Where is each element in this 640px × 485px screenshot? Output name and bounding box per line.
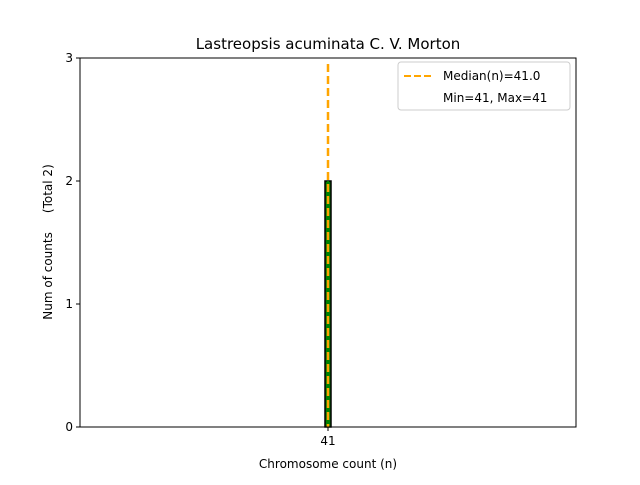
legend-box: [397, 61, 571, 111]
y-tick-label-0: 0: [65, 420, 73, 434]
plot-frame: [79, 57, 577, 428]
marks-layer: [324, 64, 332, 428]
y-tick-label-2: 2: [65, 174, 73, 188]
x-tick-label-41: 41: [320, 434, 335, 448]
legend-minmax-label: Min=41, Max=41: [443, 91, 547, 105]
x-axis-label: Chromosome count (n): [259, 457, 397, 471]
y-tick-label-1: 1: [65, 297, 73, 311]
legend-median-label: Median(n)=41.0: [443, 69, 540, 83]
chart-title: Lastreopsis acuminata C. V. Morton: [196, 35, 461, 53]
legend: Median(n)=41.0 Min=41, Max=41: [397, 61, 571, 111]
y-tick-label-3: 3: [65, 51, 73, 65]
y-axis-label: Num of counts (Total 2): [41, 164, 55, 319]
ticks-layer: 0 1 2 3 41: [65, 51, 335, 448]
